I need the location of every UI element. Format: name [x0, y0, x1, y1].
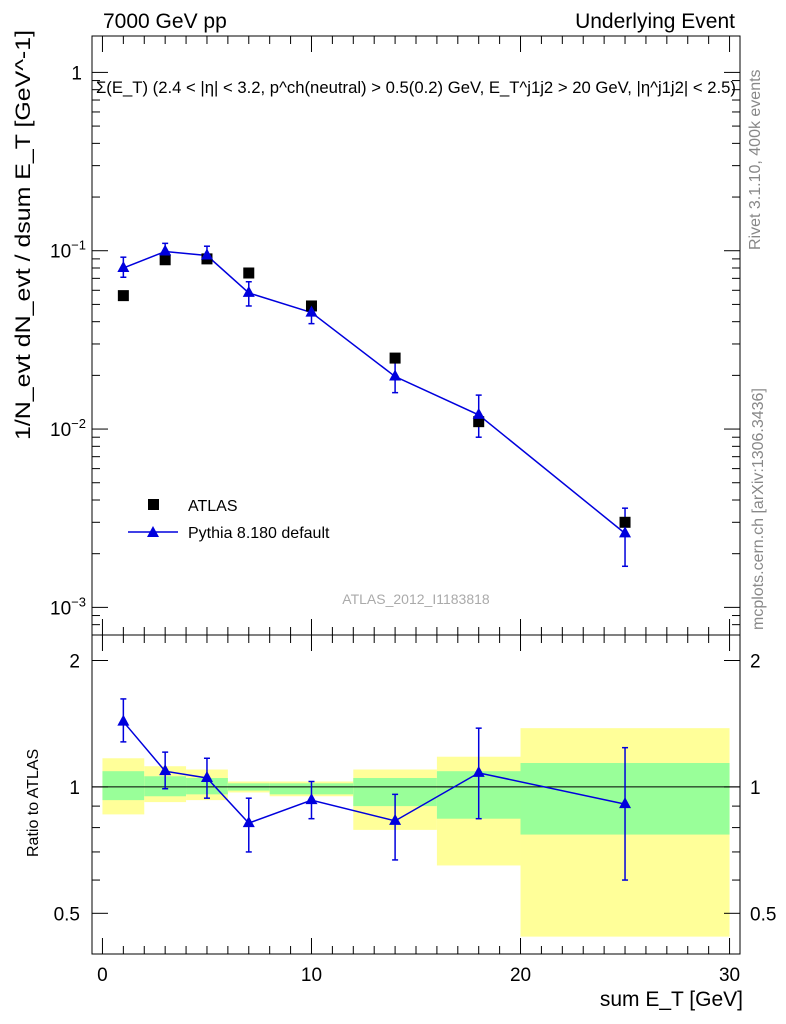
- ratio-y-axis-label: Ratio to ATLAS: [25, 749, 42, 857]
- legend-mc-label: Pythia 8.180 default: [188, 525, 330, 542]
- mc-data-point: [472, 407, 485, 419]
- mc-series-line: [123, 250, 626, 534]
- ratio-y-tick-label: 1: [69, 778, 80, 799]
- mc-data-point: [389, 369, 402, 381]
- main-y-tick-label: 10−1: [50, 238, 86, 263]
- analysis-id-label: ATLAS_2012_I1183818: [342, 591, 490, 607]
- legend-data-marker: [148, 499, 159, 510]
- ratio-data-point: [242, 816, 255, 828]
- ratio-y-tick-label: 1: [750, 778, 761, 799]
- ratio-data-point: [159, 764, 172, 776]
- ratio-y-tick-label: 2: [750, 651, 761, 672]
- mc-data-point: [242, 285, 255, 297]
- cut-label: Σ(E_T) (2.4 < |η| < 3.2, p^ch(neutral) >…: [96, 78, 736, 97]
- main-series-layer: [117, 242, 632, 568]
- x-axis-ticks: 0 10 20 30: [97, 36, 740, 986]
- ratio-data-point: [200, 770, 213, 782]
- mc-data-point: [200, 248, 213, 260]
- ratio-data-point: [305, 793, 318, 805]
- ratio-data-point: [117, 714, 130, 726]
- header-left-label: 7000 GeV pp: [103, 10, 227, 33]
- x-tick-label: 30: [719, 965, 740, 986]
- main-plot: 10−3 10−2 10−1 1 Σ(E_T) (2.4 < |η| < 3.2, p…: [12, 30, 741, 636]
- mc-data-point: [117, 261, 130, 273]
- ratio-data-point: [472, 765, 485, 777]
- main-y-axis-label: 1/N_evt dN_evt / dsum E_T [GeV^-1]: [12, 30, 35, 440]
- ratio-axis-ticks: 0.5 0.5 1 1 2 2: [54, 651, 777, 925]
- ratio-series-line: [122, 721, 626, 824]
- x-axis-label: sum E_T [GeV]: [600, 988, 743, 1011]
- ratio-y-tick-label: 0.5: [54, 904, 80, 925]
- mc-data-point: [305, 305, 318, 317]
- legend-mc-marker: [147, 526, 159, 537]
- x-tick-label: 20: [510, 965, 531, 986]
- mcplots-reference-label: mcplots.cern.ch [arXiv:1306.3436]: [750, 388, 767, 630]
- ratio-data-point: [619, 797, 632, 809]
- x-tick-label: 0: [97, 965, 108, 986]
- header-right-label: Underlying Event: [575, 10, 735, 33]
- main-y-tick-label: 10−2: [50, 416, 86, 441]
- rivet-version-label: Rivet 3.1.10, 400k events: [747, 69, 764, 250]
- main-plot-frame: [91, 35, 741, 636]
- atlas-data-point: [159, 254, 171, 266]
- main-y-tick-label: 10−3: [50, 594, 86, 619]
- ratio-uncertainty-bands: [102, 728, 730, 937]
- mc-data-point: [619, 526, 632, 538]
- main-y-tick-label: 1: [71, 63, 82, 84]
- ratio-data-point: [389, 813, 402, 825]
- atlas-data-point: [389, 352, 401, 364]
- atlas-data-point: [117, 290, 129, 302]
- ratio-series-layer: [117, 698, 632, 881]
- legend: ATLAS Pythia 8.180 default: [128, 498, 330, 542]
- legend-data-label: ATLAS: [188, 498, 238, 515]
- ratio-inner-band: [102, 771, 145, 801]
- x-tick-label: 10: [301, 965, 322, 986]
- mc-data-point: [159, 244, 172, 256]
- main-axis-ticks: 10−3 10−2 10−1 1: [50, 63, 740, 636]
- ratio-y-tick-label: 2: [69, 651, 80, 672]
- atlas-data-point: [243, 267, 255, 279]
- ratio-y-tick-label: 0.5: [750, 904, 776, 925]
- ratio-plot: 0.5 0.5 1 1 2 2 Ratio to ATLAS: [25, 634, 777, 955]
- atlas-data-point: [473, 416, 485, 428]
- atlas-data-point: [619, 516, 631, 528]
